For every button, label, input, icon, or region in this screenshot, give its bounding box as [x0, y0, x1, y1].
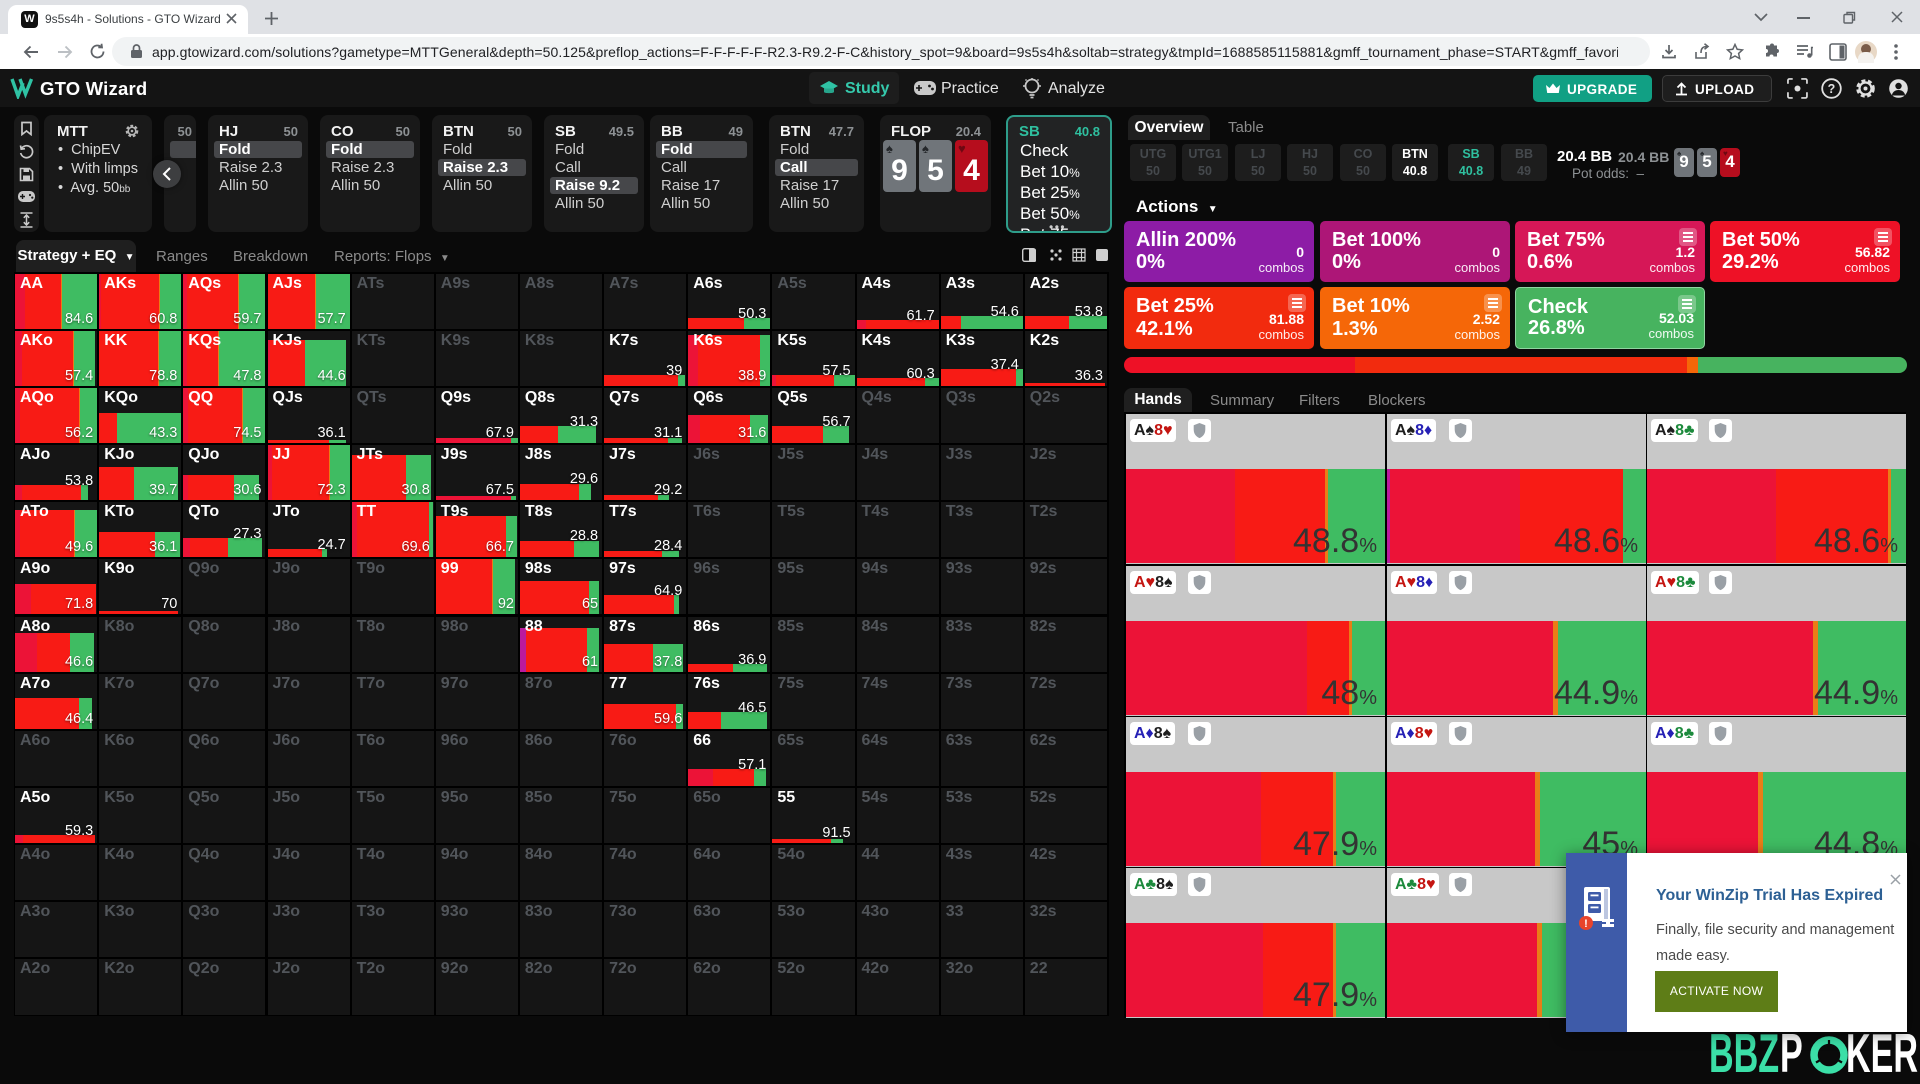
- svg-text:?: ?: [1828, 82, 1836, 96]
- svg-text:!: !: [1584, 918, 1588, 930]
